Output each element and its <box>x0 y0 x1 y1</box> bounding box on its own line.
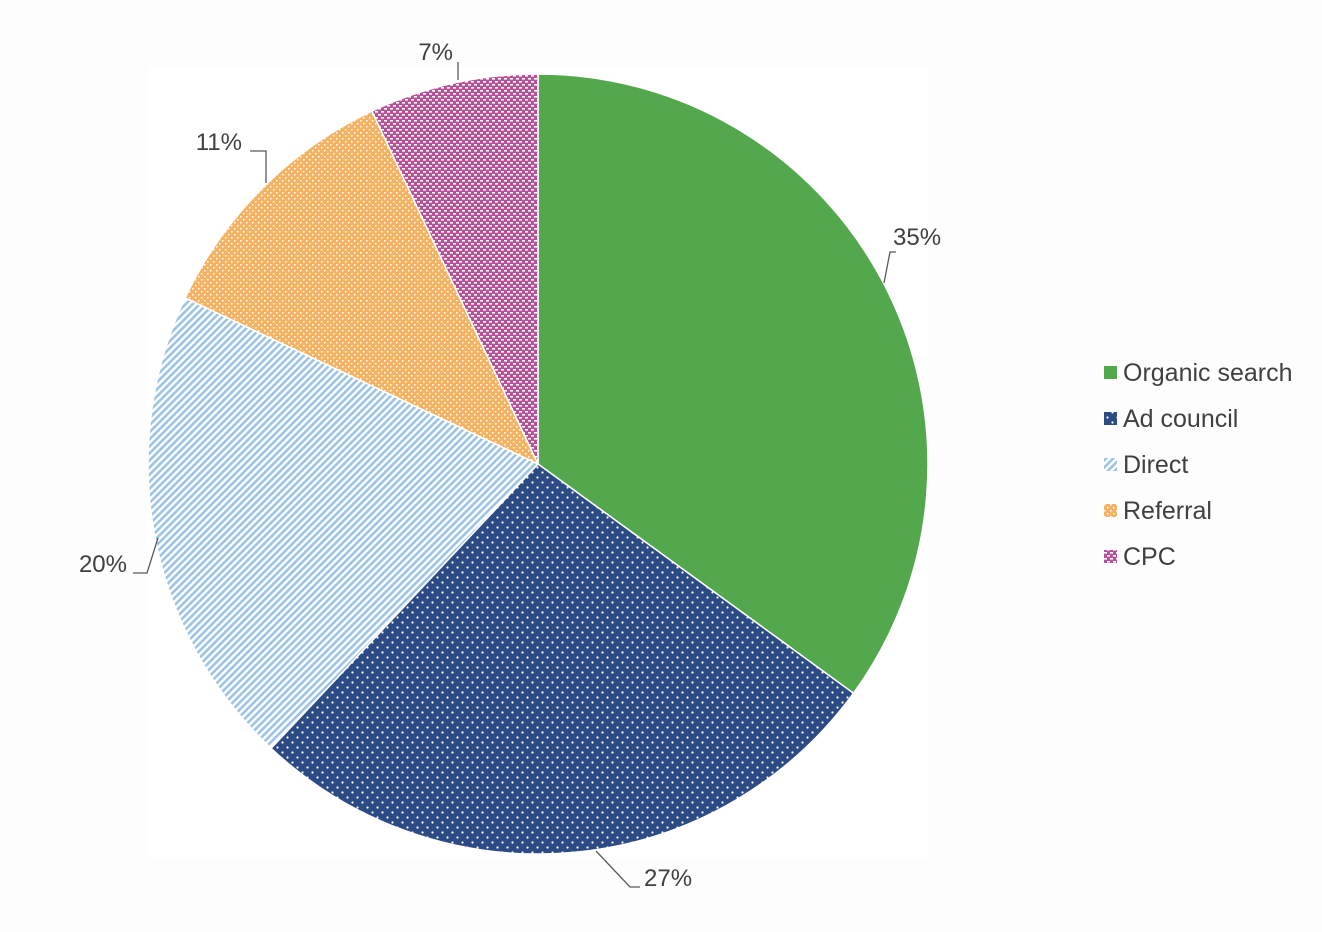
legend-swatch-organic-search <box>1104 366 1117 379</box>
legend-label-referral: Referral <box>1123 497 1212 525</box>
legend-swatch-cpc <box>1104 550 1117 563</box>
pie-slice-cpc <box>370 73 539 465</box>
data-label-organic-search: 35% <box>893 224 941 251</box>
leader-lines <box>133 62 896 888</box>
data-label-ad-council: 27% <box>644 865 692 892</box>
legend-label-direct: Direct <box>1123 451 1188 479</box>
legend-swatch-direct <box>1104 458 1117 471</box>
legend-label-ad-council: Ad council <box>1123 405 1238 433</box>
leader-line-direct <box>133 537 159 574</box>
pie-slice-referral <box>184 110 540 466</box>
pie-slices <box>147 73 929 855</box>
pie-slice-direct <box>147 296 540 750</box>
legend-swatch-referral <box>1104 504 1117 517</box>
legend-label-organic-search: Organic search <box>1123 359 1293 387</box>
data-label-direct: 20% <box>79 551 127 578</box>
pie-slice-ad-council <box>269 463 855 855</box>
leader-line-referral <box>250 150 267 183</box>
data-label-cpc: 7% <box>418 39 453 66</box>
data-label-referral: 11% <box>196 129 242 156</box>
leader-line-organic-search <box>883 251 896 284</box>
pie-slice-organic-search <box>537 73 929 695</box>
legend-swatch-ad-council <box>1104 412 1117 425</box>
legend: Organic search Ad council Direct Referral CP… <box>1104 359 1293 571</box>
leader-line-ad-council <box>595 850 640 888</box>
data-labels: 35% 27% 20% 11% 7% <box>79 39 941 892</box>
legend-label-cpc: CPC <box>1123 543 1176 571</box>
